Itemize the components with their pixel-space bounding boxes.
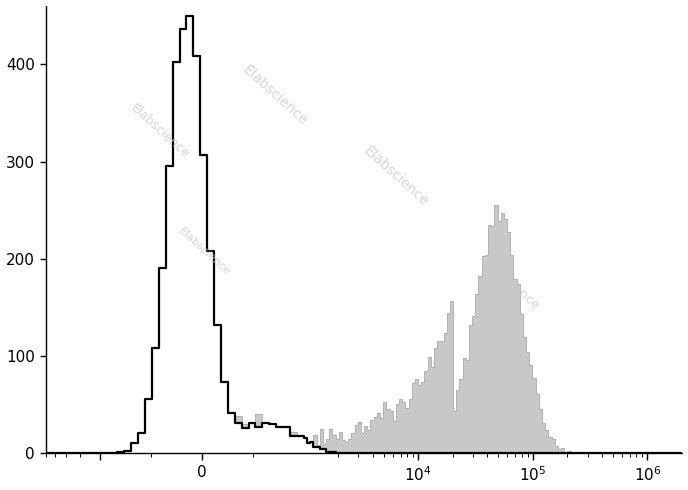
Text: Elabscience: Elabscience: [478, 254, 542, 313]
Text: Elabscience: Elabscience: [128, 101, 192, 161]
Text: Elabscience: Elabscience: [361, 144, 431, 209]
Text: Elabscience: Elabscience: [177, 226, 233, 278]
Text: Elabscience: Elabscience: [239, 63, 310, 128]
